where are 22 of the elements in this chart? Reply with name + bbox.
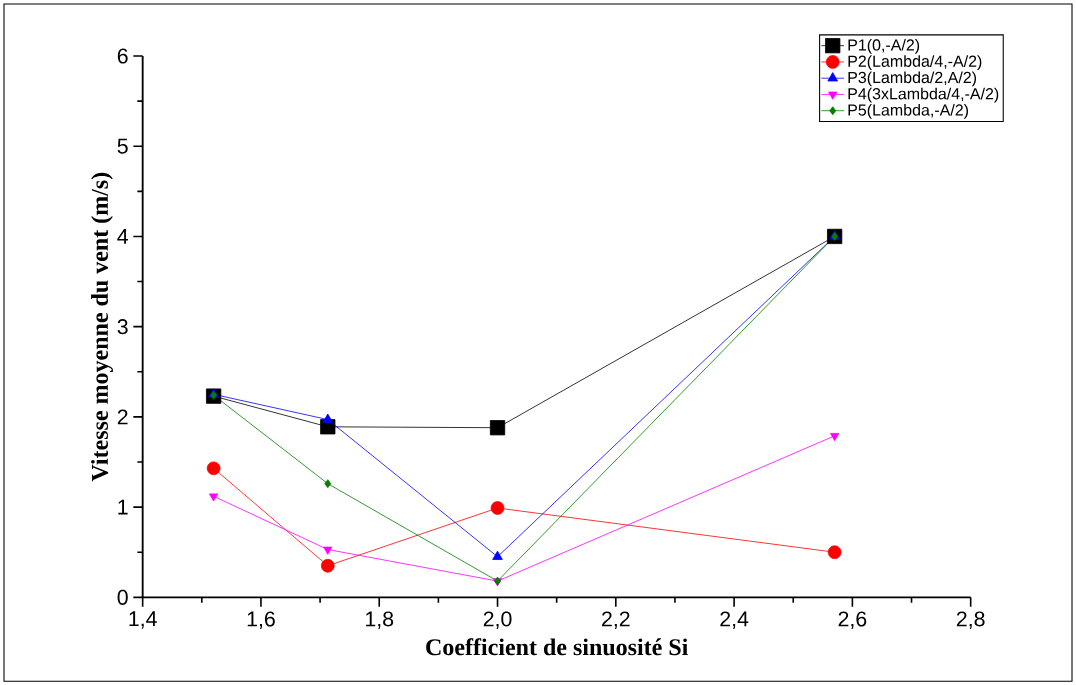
legend-label: P2(Lambda/4,-A/2) (848, 54, 982, 70)
x-tick-label: 2,4 (720, 611, 749, 629)
legend-label: P5(Lambda,-A/2) (848, 103, 968, 119)
x-tick-label: 2,8 (956, 611, 985, 629)
y-tick-label: 5 (117, 138, 128, 154)
legend-label: P3(Lambda/2,A/2) (848, 71, 977, 87)
y-tick-label: 4 (117, 228, 128, 244)
x-tick-label: 2,0 (483, 611, 512, 629)
x-tick-label: 1,4 (129, 611, 157, 629)
legend-label: P1(0,-A/2) (848, 38, 920, 54)
y-tick-label: 1 (118, 499, 128, 515)
y-tick-label: 3 (117, 318, 128, 335)
x-tick-label: 1,6 (247, 611, 275, 629)
x-axis-title: Coefficient de sinuosité Si (426, 638, 688, 656)
x-tick-label: 1,8 (366, 611, 394, 629)
x-tick-label: 2,2 (602, 611, 630, 629)
y-tick-label: 0 (117, 589, 128, 605)
y-axis-title: Vitesse moyenne du vent (m/s) (91, 172, 113, 482)
legend-label: P4(3xLambda/4,-A/2) (848, 87, 999, 103)
x-tick-label: 2,6 (838, 611, 867, 629)
y-tick-label: 2 (117, 409, 128, 425)
y-tick-label: 6 (117, 48, 128, 64)
